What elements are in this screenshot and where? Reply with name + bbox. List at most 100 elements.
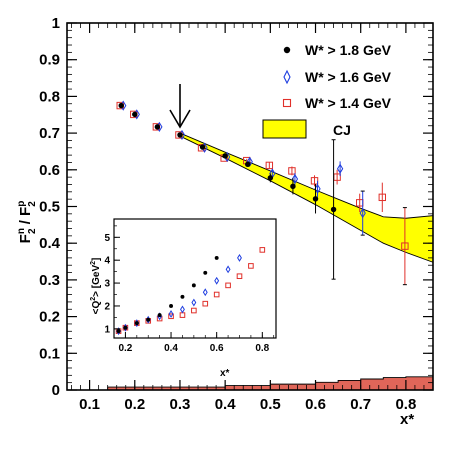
inset-y-title-e: ] xyxy=(91,258,102,261)
legend-marker-w18 xyxy=(283,46,291,54)
inset-data-point xyxy=(146,317,151,322)
main-data-layer xyxy=(116,100,409,286)
inset-data-layer xyxy=(115,247,266,336)
data-point xyxy=(267,175,274,181)
data-point xyxy=(245,161,251,168)
x-tick-label: 0.1 xyxy=(79,396,100,413)
y-tick-label: 0 xyxy=(52,382,60,399)
inset-x-tick-label: 0.6 xyxy=(210,343,224,354)
y-tick-label: 0.1 xyxy=(39,345,60,362)
data-point xyxy=(401,242,409,250)
data-point xyxy=(290,183,296,190)
y-axis-title-text: Fn2 / Fp2 xyxy=(16,201,38,244)
data-point xyxy=(336,163,344,174)
inset-data-point xyxy=(157,313,162,318)
data-point xyxy=(222,153,228,159)
y-title-sub1: 2 xyxy=(27,228,38,234)
x-tick-label: 0.3 xyxy=(170,396,191,413)
y-tick-label: 0.9 xyxy=(39,52,60,69)
y-tick-label: 0.2 xyxy=(39,309,60,326)
data-point xyxy=(291,173,299,185)
legend-marker-w16 xyxy=(283,69,291,85)
inset-y-tick-label: 4 xyxy=(104,256,110,267)
inset-data-point xyxy=(134,321,139,326)
inset-y-axis-title: <Q2> [GeV2] xyxy=(90,258,102,315)
x-tick-label: 0.4 xyxy=(215,396,237,413)
x-tick-label: 0.2 xyxy=(124,396,145,413)
inset-y-axis-title-text: <Q2> [GeV2] xyxy=(90,258,102,315)
inset-data-point xyxy=(202,288,208,297)
data-point xyxy=(118,102,124,109)
x-tick-label: 0.5 xyxy=(260,396,281,413)
inset-data-point xyxy=(248,263,254,269)
data-point xyxy=(199,144,206,150)
inset-data-point xyxy=(237,253,242,262)
legend-label-w18: W* > 1.8 GeV xyxy=(305,42,392,58)
inset-data-point xyxy=(191,283,196,288)
data-point xyxy=(359,207,366,219)
x-tick-label: 0.8 xyxy=(395,396,416,413)
data-point xyxy=(154,124,161,130)
inset-data-point xyxy=(213,291,220,298)
inset-data-point xyxy=(123,325,128,330)
inset-data-point xyxy=(214,276,220,285)
inset-data-point xyxy=(168,310,174,318)
y-title-f1: F xyxy=(17,234,34,243)
legend-label-cj: CJ xyxy=(333,122,351,138)
inset-plot-frame xyxy=(113,218,277,339)
y-title-n: n xyxy=(16,228,27,234)
y-tick-label: 0.8 xyxy=(39,88,60,105)
legend-marker-w14 xyxy=(282,98,292,108)
y-axis-title: Fn2 / Fp2 xyxy=(16,201,38,244)
legend-label-w16: W* > 1.6 GeV xyxy=(305,69,392,85)
inset-y-tick-label: 2 xyxy=(104,301,110,312)
data-point xyxy=(265,161,274,170)
inset-y-title-c: > [GeV xyxy=(91,265,102,297)
inset-y-tick-label: 5 xyxy=(104,233,110,244)
inset-x-axis-title: x* xyxy=(220,368,230,379)
data-point xyxy=(330,206,337,213)
data-point xyxy=(132,111,138,118)
inset-data-point xyxy=(259,247,266,253)
y-tick-label: 0.3 xyxy=(39,272,60,289)
y-title-p: p xyxy=(16,201,27,207)
x-axis-title: x* xyxy=(400,411,414,428)
inset-x-tick-label: 0.2 xyxy=(118,343,132,354)
x-tick-label: 0.7 xyxy=(350,396,371,413)
legend-band-swatch xyxy=(262,119,307,139)
inset-data-point xyxy=(180,294,185,299)
data-point xyxy=(312,196,319,202)
y-title-sub2: 2 xyxy=(27,201,38,207)
inset-data-point xyxy=(225,282,231,289)
inset-data-point xyxy=(214,255,219,260)
y-tick-label: 0.7 xyxy=(39,125,60,142)
inset-y-tick-label: 3 xyxy=(104,279,110,290)
inset-axes-layer: 1 2 3 4 5 0.2 0.4 0.6 0.8 xyxy=(104,225,275,354)
data-point xyxy=(378,193,386,202)
y-tick-label: 0.6 xyxy=(39,162,60,179)
inset-data-point xyxy=(169,304,173,308)
inset-data-point xyxy=(225,265,231,274)
inset-data-point xyxy=(191,307,197,314)
inset-data-point xyxy=(203,270,208,275)
y-title-slash: / F xyxy=(17,207,34,229)
arrow-head xyxy=(169,109,191,129)
inset-data-point xyxy=(168,313,174,320)
inset-data-point xyxy=(116,329,121,334)
inset-y-title-d: 2 xyxy=(90,261,97,265)
inset-y-title-a: <Q xyxy=(91,301,102,315)
inset-x-tick-label: 0.4 xyxy=(164,343,178,354)
legend: W* > 1.8 GeV W* > 1.6 GeV W* > 1.4 GeV C… xyxy=(262,42,392,139)
inset-y-title-b: 2 xyxy=(90,297,97,301)
inset-data-point xyxy=(236,273,243,280)
data-point xyxy=(177,132,183,138)
inset-data-point xyxy=(191,298,197,307)
data-point xyxy=(288,167,296,175)
inset-y-tick-label: 1 xyxy=(104,324,110,335)
inset-x-tick-label: 0.8 xyxy=(255,343,269,354)
inset-background xyxy=(86,212,276,348)
y-tick-label: 0.5 xyxy=(39,199,60,216)
arrow-marker xyxy=(169,84,191,129)
inset-data-point xyxy=(180,305,185,314)
